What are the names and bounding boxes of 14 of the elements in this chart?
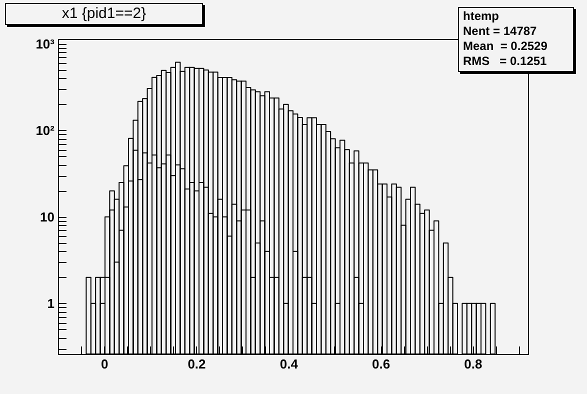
y-tick-label: 10² [36, 122, 56, 138]
annotation: Mean = 0.2529 [463, 39, 548, 54]
x-tick-label: 0.8 [464, 356, 482, 372]
x-tick-label: 0.6 [372, 356, 390, 372]
y-tick-label: 1 [47, 296, 54, 311]
text: Nent = 14787 [463, 24, 538, 39]
x-tick-label: 0.2 [188, 356, 206, 372]
x-tick-label: 0.4 [280, 356, 299, 372]
x-tick-label: 0 [100, 356, 108, 372]
y-tick-label: 10³ [36, 36, 56, 52]
chart-title: x1 {pid1==2} [5, 3, 203, 25]
annotation: RMS = 0.1251 [463, 54, 548, 69]
text: htemp [463, 9, 500, 24]
y-tick-label: 10 [40, 209, 54, 224]
